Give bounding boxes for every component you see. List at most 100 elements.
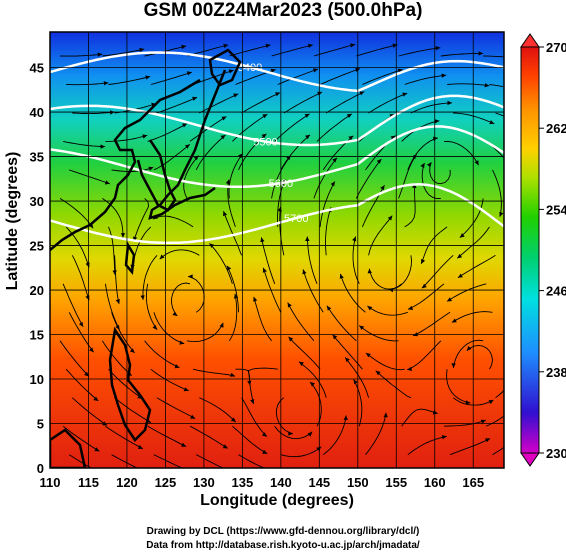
streamline bbox=[344, 357, 370, 398]
streamline-arrowhead bbox=[305, 236, 310, 241]
streamline-arrowhead bbox=[420, 163, 425, 168]
streamline bbox=[238, 454, 266, 468]
streamline bbox=[66, 82, 109, 86]
colorbar-bottom-arrow bbox=[520, 452, 540, 467]
streamline bbox=[404, 74, 447, 85]
streamline bbox=[111, 454, 139, 468]
streamline bbox=[398, 154, 417, 199]
streamline-arrowhead bbox=[352, 236, 357, 242]
coastline-philippines bbox=[108, 326, 152, 442]
streamline bbox=[62, 425, 100, 452]
streamline bbox=[275, 397, 294, 435]
streamline bbox=[105, 134, 148, 142]
y-tick-label: 20 bbox=[30, 283, 44, 298]
streamline-arrowhead bbox=[365, 353, 371, 358]
streamline bbox=[313, 157, 338, 199]
streamline bbox=[229, 44, 271, 57]
streamline bbox=[72, 111, 115, 115]
y-tick-label: 0 bbox=[37, 461, 44, 476]
colorbar-tick-label: 262 bbox=[546, 121, 566, 136]
x-tick-label: 125 bbox=[155, 475, 177, 490]
x-tick-label: 115 bbox=[78, 475, 99, 490]
coastline-korea bbox=[136, 139, 177, 212]
streamline bbox=[358, 325, 399, 342]
streamline bbox=[365, 352, 405, 371]
streamline bbox=[449, 438, 491, 456]
streamline-arrowhead bbox=[421, 258, 426, 264]
streamline-arrowhead bbox=[145, 471, 150, 475]
temperature-field bbox=[50, 32, 504, 468]
streamline bbox=[68, 454, 93, 468]
streamline bbox=[150, 71, 192, 85]
streamline-arrowhead bbox=[174, 364, 180, 369]
streamline bbox=[407, 435, 447, 456]
streamline-arrowhead bbox=[84, 371, 89, 377]
streamline bbox=[108, 226, 116, 275]
y-tick-label: 5 bbox=[37, 417, 44, 432]
streamline-arrowhead bbox=[230, 470, 235, 474]
streamline-arrowhead bbox=[421, 283, 427, 289]
streamline bbox=[232, 425, 268, 454]
streamline bbox=[319, 68, 361, 85]
streamline bbox=[209, 243, 233, 284]
streamline-arrowhead bbox=[459, 233, 465, 238]
streamline-arrowhead bbox=[260, 237, 265, 243]
streamline-arrowhead bbox=[478, 51, 484, 56]
streamline-arrowhead bbox=[145, 75, 151, 80]
streamline bbox=[145, 283, 158, 330]
streamline-arrowhead bbox=[192, 96, 198, 101]
streamline bbox=[196, 454, 224, 468]
streamline-arrowhead bbox=[247, 380, 252, 386]
y-tick-label: 35 bbox=[30, 150, 44, 165]
streamline bbox=[407, 283, 445, 310]
streamline-arrowhead bbox=[250, 399, 255, 404]
streamline bbox=[429, 162, 451, 185]
streamline-arrowhead bbox=[188, 274, 193, 279]
streamline-arrowhead bbox=[115, 324, 120, 330]
streamline-arrowhead bbox=[408, 305, 413, 311]
streamline bbox=[186, 322, 224, 343]
x-axis-ticks: 110 115 120 125 130 135 140 145 150 155 160 165 bbox=[40, 475, 485, 490]
streamline bbox=[59, 340, 90, 377]
streamline-arrowhead bbox=[298, 361, 304, 366]
streamline-arrowhead bbox=[142, 134, 148, 139]
streamline-arrowhead bbox=[516, 398, 520, 403]
streamline-arrowhead bbox=[316, 446, 322, 452]
streamline-arrowhead bbox=[310, 382, 315, 387]
streamline-arrowhead bbox=[223, 43, 229, 48]
streamline-arrowhead bbox=[451, 363, 456, 368]
streamline bbox=[111, 166, 154, 172]
streamline-arrowhead bbox=[350, 43, 356, 48]
streamline-arrowhead bbox=[402, 92, 408, 97]
streamline bbox=[495, 389, 504, 399]
streamline-arrowhead bbox=[233, 93, 239, 98]
streamline-arrowhead bbox=[435, 46, 441, 51]
streamline-arrowhead bbox=[222, 444, 228, 449]
streamline-arrowhead bbox=[397, 68, 403, 73]
streamline-arrowhead bbox=[407, 366, 412, 371]
streamline bbox=[404, 183, 416, 228]
streamline bbox=[489, 84, 504, 88]
streamline-arrowhead bbox=[262, 267, 267, 273]
streamline-arrowhead bbox=[489, 120, 495, 125]
streamline bbox=[368, 215, 393, 256]
x-tick-label: 130 bbox=[193, 475, 215, 490]
streamline bbox=[71, 255, 90, 301]
streamline bbox=[457, 254, 496, 279]
streamline-arrowhead bbox=[97, 52, 103, 57]
streamline-arrowhead bbox=[190, 414, 196, 419]
x-tick-label: 165 bbox=[462, 475, 484, 490]
x-tick-label: 160 bbox=[424, 475, 446, 490]
streamline bbox=[277, 68, 319, 85]
streamline bbox=[271, 155, 292, 199]
streamline-arrowhead bbox=[380, 185, 385, 191]
streamline-arrowhead bbox=[484, 83, 490, 88]
streamline-arrowhead bbox=[112, 270, 117, 275]
streamline-arrowhead bbox=[159, 254, 165, 260]
streamline bbox=[309, 381, 322, 427]
streamline bbox=[156, 397, 196, 419]
contour-line bbox=[50, 125, 504, 189]
streamline bbox=[316, 113, 353, 142]
streamline bbox=[443, 140, 479, 166]
streamline bbox=[274, 113, 310, 142]
